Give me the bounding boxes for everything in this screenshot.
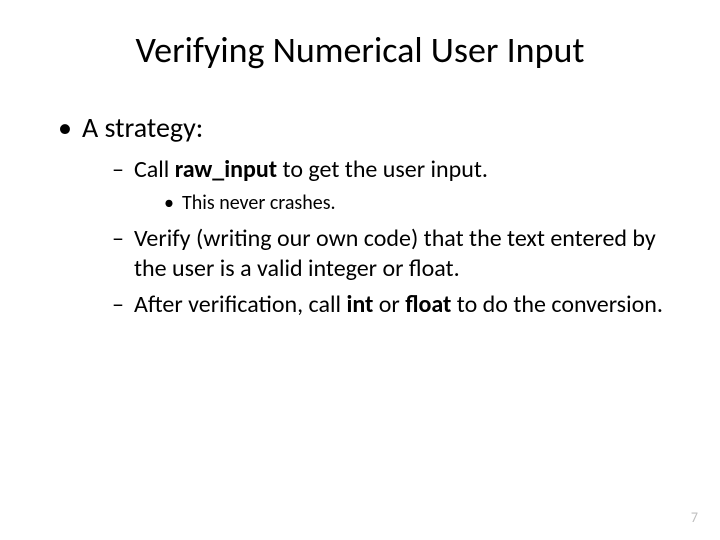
bullet-text: A strategy: <box>82 110 203 145</box>
list-item: This never crashes. <box>164 191 680 216</box>
list-item: Verify (writing our own code) that the t… <box>112 224 680 284</box>
list-item: Call raw_input to get the user input. Th… <box>112 155 680 216</box>
list-item: A strategy: Call raw_input to get the us… <box>58 110 680 320</box>
bullet-list-level2: Call raw_input to get the user input. Th… <box>82 155 680 320</box>
bullet-text: After verification, call <box>134 290 346 319</box>
bullet-text: Call <box>134 155 175 184</box>
list-item: After verification, call int or float to… <box>112 290 680 320</box>
bold-text: int <box>346 290 373 319</box>
bullet-text: Verify (writing our own code) that the t… <box>134 224 656 283</box>
bold-text: raw_input <box>175 155 277 184</box>
bullet-text: or <box>373 290 405 319</box>
bullet-text: to get the user input. <box>277 155 488 184</box>
slide-title: Verifying Numerical User Input <box>40 28 680 72</box>
page-number: 7 <box>691 509 698 526</box>
bold-text: float <box>405 290 451 319</box>
bullet-list-level3: This never crashes. <box>134 191 680 216</box>
slide-container: Verifying Numerical User Input A strateg… <box>0 0 720 540</box>
bullet-text: This never crashes. <box>182 191 336 215</box>
bullet-text: to do the conversion. <box>451 290 663 319</box>
bullet-list-level1: A strategy: Call raw_input to get the us… <box>40 110 680 320</box>
